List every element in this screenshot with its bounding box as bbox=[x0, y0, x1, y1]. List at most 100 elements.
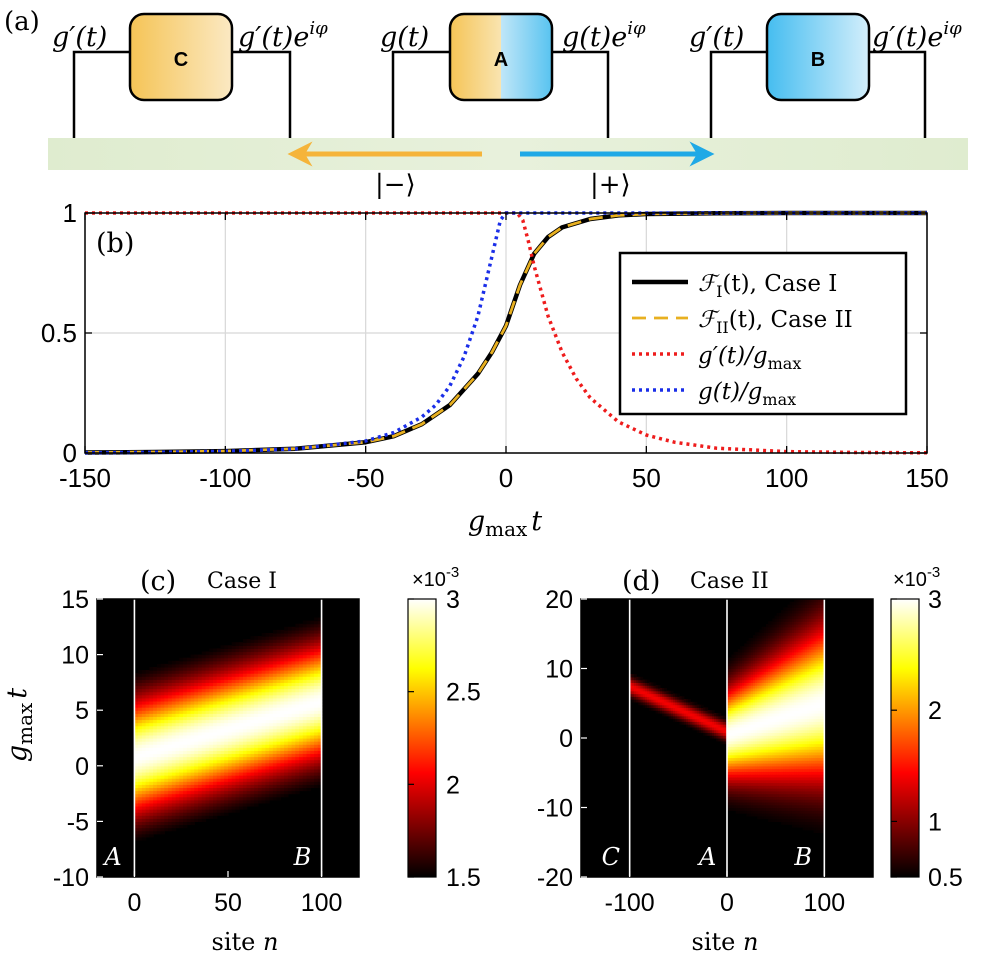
heatmap-cell bbox=[280, 781, 285, 785]
heatmap-cell bbox=[168, 679, 173, 683]
heatmap-cell bbox=[209, 762, 214, 767]
heatmap-cell bbox=[778, 621, 782, 625]
heatmap-cell bbox=[183, 787, 188, 792]
heatmap-cell bbox=[310, 700, 315, 705]
heatmap-cell bbox=[742, 757, 745, 761]
heatmap-cell bbox=[739, 774, 743, 778]
heatmap-cell bbox=[314, 670, 319, 674]
heatmap-cell bbox=[759, 701, 763, 706]
heatmap-cell bbox=[141, 747, 147, 751]
heatmap-cell bbox=[739, 676, 743, 681]
heatmap-cell bbox=[729, 779, 732, 784]
heatmap-cell bbox=[141, 728, 147, 733]
heatmap-cell bbox=[209, 685, 214, 690]
heatmap-cell bbox=[201, 660, 207, 665]
heatmap-cell bbox=[317, 685, 323, 690]
heatmap-cell bbox=[299, 642, 304, 646]
heatmap-cell bbox=[156, 775, 162, 779]
heatmap-cell bbox=[761, 801, 765, 806]
heatmap-cell bbox=[314, 700, 319, 705]
heatmap-cell bbox=[145, 830, 150, 835]
heatmap-cell bbox=[287, 660, 293, 665]
heatmap-cell bbox=[761, 774, 765, 778]
heatmap-cell bbox=[729, 796, 732, 800]
heatmap-cell bbox=[731, 671, 735, 675]
heatmap-cell bbox=[186, 734, 192, 739]
heatmap-cell bbox=[164, 710, 169, 714]
heatmap-cell bbox=[250, 802, 255, 807]
heatmap-cell bbox=[168, 793, 173, 798]
heatmap-cell bbox=[763, 732, 767, 736]
heatmap-cell bbox=[302, 691, 308, 696]
heatmap-cell bbox=[242, 734, 248, 739]
heatmap-cell bbox=[731, 746, 735, 750]
box-b-output-label: g′(t)eiφ bbox=[872, 18, 962, 53]
heatmap-cell bbox=[224, 744, 229, 748]
heatmap-cell bbox=[141, 691, 147, 696]
heatmap-cell bbox=[644, 685, 648, 689]
heatmap-cell bbox=[213, 688, 218, 693]
heatmap-cell bbox=[272, 710, 278, 714]
heatmap-cell bbox=[179, 802, 184, 807]
heatmap-cell bbox=[306, 704, 311, 708]
heatmap-cell bbox=[739, 668, 743, 672]
heatmap-cell bbox=[310, 673, 315, 677]
heatmap-cell bbox=[755, 671, 758, 675]
heatmap-cell bbox=[287, 753, 293, 758]
heatmap-cell bbox=[276, 713, 281, 717]
heatmap-cell bbox=[768, 621, 771, 625]
heatmap-cell bbox=[171, 802, 177, 807]
heatmap-cell bbox=[638, 701, 642, 706]
heatmap-cell bbox=[149, 688, 154, 693]
heatmap-cell bbox=[272, 639, 278, 643]
heatmap-cell bbox=[250, 682, 255, 687]
heatmap-cell bbox=[711, 726, 715, 731]
heatmap-cell bbox=[235, 676, 240, 680]
heatmap-cell bbox=[209, 765, 214, 770]
heatmap-cell bbox=[729, 665, 732, 670]
heatmap-cell bbox=[168, 716, 173, 721]
heatmap-cell bbox=[295, 673, 300, 677]
heatmap-cell bbox=[145, 753, 150, 758]
heatmap-cell bbox=[186, 781, 192, 785]
heatmap-cell bbox=[640, 687, 644, 692]
heatmap-cell bbox=[190, 809, 195, 813]
heatmap-cell bbox=[778, 682, 782, 686]
heatmap-cell bbox=[164, 682, 169, 687]
heatmap-cell bbox=[261, 744, 267, 748]
heatmap-cell bbox=[153, 765, 158, 770]
heatmap-cell bbox=[752, 754, 756, 759]
heatmap-cell bbox=[261, 710, 267, 714]
heatmap-cell bbox=[186, 713, 192, 717]
heatmap-cell bbox=[768, 763, 771, 767]
heatmap-cell bbox=[179, 747, 184, 751]
heatmap-cell bbox=[690, 724, 693, 728]
heatmap-cell bbox=[299, 722, 304, 727]
heatmap-cell bbox=[306, 775, 311, 779]
heatmap-cell bbox=[284, 639, 289, 643]
heatmap-cell bbox=[239, 802, 244, 807]
heatmap-cell bbox=[646, 679, 650, 683]
heatmap-cell bbox=[299, 704, 304, 708]
heatmap-cell bbox=[145, 765, 150, 770]
heatmap-cell bbox=[190, 787, 195, 792]
heatmap-cell bbox=[183, 778, 188, 782]
heatmap-cell bbox=[224, 765, 229, 770]
heatmap-cell bbox=[280, 759, 285, 764]
heatmap-cell bbox=[763, 660, 767, 664]
heatmap-cell bbox=[287, 666, 293, 671]
heatmap-cell bbox=[655, 687, 659, 692]
heatmap-cell bbox=[201, 805, 207, 810]
heatmap-cell bbox=[205, 762, 210, 767]
heatmap-cell bbox=[194, 762, 199, 767]
panel-c-label: (c) bbox=[140, 566, 176, 597]
heatmap-cell bbox=[179, 741, 184, 745]
heatmap-cell bbox=[228, 716, 233, 721]
heatmap-cell bbox=[265, 636, 270, 640]
heatmap-cell bbox=[690, 707, 693, 711]
heatmap-cell bbox=[201, 778, 207, 782]
heatmap-cell bbox=[216, 759, 222, 764]
heatmap-cell bbox=[287, 725, 293, 730]
heatmap-cell bbox=[291, 694, 296, 699]
